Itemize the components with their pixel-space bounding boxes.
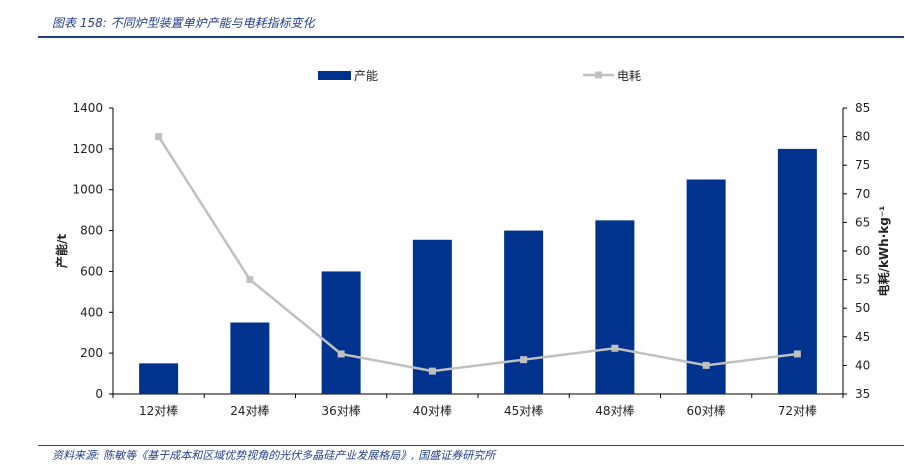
x-tick-label: 60对棒 [686,404,725,418]
y2-tick-label: 80 [855,130,870,144]
figure-header: 图表 158: 不同炉型装置单炉产能与电耗指标变化 [0,0,905,40]
legend-label-line: 电耗 [617,69,641,83]
line-point [155,133,163,141]
legend-swatch-marker [595,71,602,79]
bar [595,220,635,394]
line-point [793,350,801,358]
x-tick-label: 24对棒 [230,404,269,418]
y-axis-title: 产能/t [54,234,69,268]
header-divider [38,36,904,38]
x-tick-label: 48对棒 [595,404,634,418]
y2-tick-label: 35 [855,387,870,401]
line-point [428,367,436,375]
legend-swatch-bar [318,71,351,80]
y-tick-label: 1200 [72,142,103,156]
y2-tick-label: 75 [855,158,870,172]
y-tick-label: 800 [80,224,103,238]
combo-chart: 0 200 400 600 800 1000 1200 1400 35 40 45 50 55 60 65 7… [54,69,891,418]
y2-tick-label: 70 [855,187,870,201]
y2-axis-title: 电耗/kWh·kg⁻¹ [876,206,891,297]
y2-tick-label: 60 [855,244,870,258]
figure-title: 图表 158: 不同炉型装置单炉产能与电耗指标变化 [52,16,315,30]
x-tick-label: 40对棒 [413,404,452,418]
y-tick-label: 1400 [72,101,103,115]
line-point [611,344,619,352]
y-tick-label: 200 [80,346,103,360]
x-tick-label: 45对棒 [504,404,543,418]
y2-tick-label: 55 [855,273,870,287]
bar [686,179,726,394]
x-tick-label: 12对棒 [139,404,178,418]
bar [321,271,361,394]
line-point [246,276,254,284]
y2-tick-label: 85 [855,101,870,115]
line-point [520,356,528,364]
y-tick-label: 600 [80,264,103,278]
x-tick-label: 72对棒 [778,404,817,418]
line-point [337,350,345,358]
y2-tick-label: 45 [855,330,870,344]
y-tick-label: 1000 [72,183,103,197]
line-point [702,361,710,369]
bar [139,363,179,394]
y2-tick-label: 40 [855,358,870,372]
y-tick-label: 400 [80,305,103,319]
chart-area: 0 200 400 600 800 1000 1200 1400 35 40 45 50 55 60 65 7… [0,40,905,440]
footer-divider [38,445,904,446]
line-series-electricity [157,135,798,373]
legend-label-bar: 产能 [354,69,378,83]
bar [504,230,544,394]
source-note: 资料来源: 陈敏等《基于成本和区域优势视角的光伏多晶硅产业发展格局》, 国盛证券… [52,449,496,462]
bar [230,322,270,394]
y2-tick-label: 50 [855,301,870,315]
x-tick-label: 36对棒 [321,404,360,418]
y-tick-label: 0 [95,387,103,401]
y2-tick-label: 65 [855,215,870,229]
